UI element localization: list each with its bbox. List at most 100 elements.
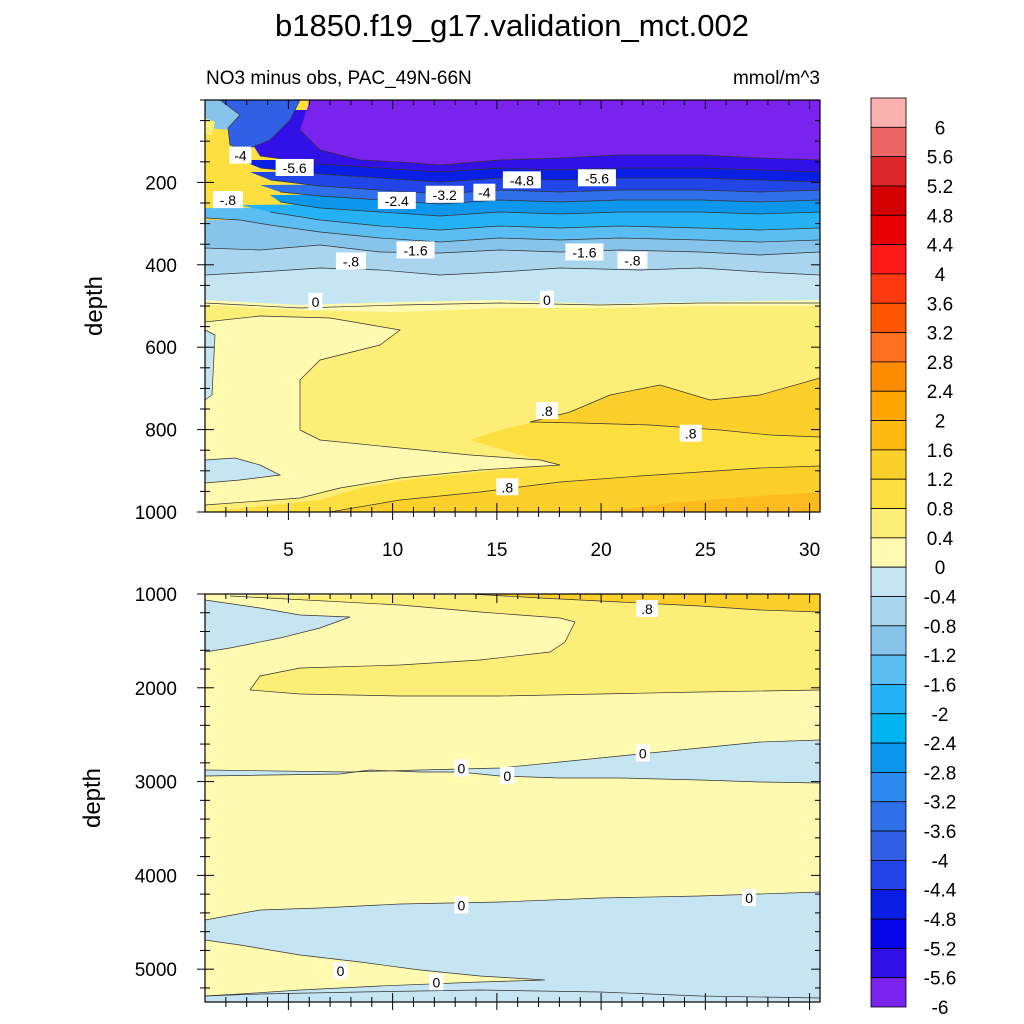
colorbar-swatch	[870, 772, 907, 803]
colorbar-label: 6	[935, 118, 946, 139]
colorbar-swatch	[870, 654, 907, 685]
chart-title: b1850.f19_g17.validation_mct.002	[275, 8, 749, 43]
colorbar-label: -2.8	[924, 763, 957, 784]
contour-label: 0	[503, 768, 511, 784]
colorbar-label: -5.2	[924, 939, 957, 960]
contour-label-bg	[335, 252, 366, 270]
colorbar-label: 0.4	[927, 529, 954, 550]
lower-plot-frame	[204, 593, 821, 1003]
colorbar-label: -1.2	[924, 646, 957, 667]
colorbar-swatch	[870, 302, 907, 333]
colorbar-label: -3.2	[924, 793, 957, 814]
colorbar-label: -6	[932, 998, 949, 1019]
contour-label-bg	[565, 243, 604, 261]
contour-label: .8	[541, 403, 553, 419]
lower-contour-fill	[205, 594, 820, 1002]
contour-label: .8	[501, 479, 513, 495]
contour-label-bg	[496, 478, 519, 496]
contour-label-bg	[212, 191, 243, 209]
contour-label: -4.8	[510, 172, 534, 188]
contour-label-bg	[539, 290, 554, 308]
contour-label: 0	[458, 897, 466, 913]
colorbar-label: 2.4	[927, 382, 954, 403]
contour-label-bg	[502, 171, 541, 189]
colorbar-swatch	[870, 566, 907, 597]
y-tick-label: 5000	[135, 960, 177, 981]
y-tick-label: 2000	[135, 679, 177, 700]
contour-label-bg	[535, 402, 558, 420]
colorbar-swatch	[870, 420, 907, 451]
contour-label-bg	[635, 744, 650, 762]
contour-label: -1.6	[572, 244, 596, 260]
colorbar-label: 4.4	[927, 236, 954, 257]
colorbar-swatch	[870, 156, 907, 187]
contour-label: -3.2	[433, 187, 457, 203]
contour-label-bg	[308, 292, 323, 310]
contour-label: -.8	[343, 254, 360, 270]
contour-label: -.8	[624, 253, 641, 269]
colorbar-label: -3.6	[924, 822, 957, 843]
x-tick-label: 30	[799, 540, 820, 561]
lower-y-axis-label: depth	[79, 768, 106, 828]
colorbar-swatch	[870, 214, 907, 246]
colorbar-swatch	[870, 508, 907, 539]
colorbar-swatch	[870, 801, 907, 832]
contour-label-bg	[742, 888, 757, 906]
x-tick-label: 15	[486, 540, 507, 561]
contour-label: -2.4	[385, 193, 409, 209]
contour-label-bg	[377, 191, 416, 209]
contour-label-bg	[454, 896, 469, 914]
y-tick-label: 1000	[135, 585, 177, 606]
y-tick-label: 3000	[135, 773, 177, 794]
colorbar-swatch	[870, 273, 907, 304]
upper-contour-labels: -4 -5.6 -.8 -2.4 -3.2 -4 -4.8 -5.6 -.8 -1.6 -1.6 -.…	[212, 146, 702, 496]
colorbar-label: 0	[935, 558, 946, 579]
colorbar-label: 4.8	[927, 206, 953, 227]
colorbar: 6 5.6 5.2 4.8 4.4 4 3.6 3.2 2.8 2.4 2 1.6 1.2 0.8 0.4 0…	[870, 97, 957, 1019]
contour-label-bg	[333, 962, 348, 980]
colorbar-swatch	[870, 742, 907, 773]
contour-label: -4	[478, 185, 491, 201]
contour-label: 0	[312, 294, 320, 310]
colorbar-label: -1.6	[924, 675, 957, 696]
contour-label: 0	[639, 745, 647, 761]
units-label: mmol/m^3	[733, 68, 820, 89]
colorbar-swatch	[870, 918, 907, 949]
contour-label-bg	[454, 759, 469, 777]
colorbar-swatch	[870, 478, 907, 509]
colorbar-swatch	[870, 449, 907, 480]
contour-label-bg	[425, 185, 464, 203]
colorbar-swatch	[870, 830, 907, 861]
colorbar-swatch	[870, 596, 907, 627]
contour-label: 0	[433, 974, 441, 990]
colorbar-label: 5.6	[927, 148, 953, 169]
contour-label-bg	[275, 158, 314, 176]
colorbar-swatch	[870, 947, 907, 979]
contour-label: 0	[458, 760, 466, 776]
contour-label-bg	[617, 251, 648, 269]
chart-subtitle: NO3 minus obs, PAC_49N-66N	[206, 68, 472, 89]
x-tick-label: 10	[382, 540, 403, 561]
colorbar-swatch	[870, 97, 907, 128]
colorbar-swatch	[870, 185, 907, 216]
colorbar-swatch	[870, 859, 907, 891]
colorbar-swatch	[870, 713, 907, 744]
colorbar-swatch	[870, 537, 907, 568]
colorbar-label: -2.4	[924, 734, 957, 755]
colorbar-swatch	[870, 390, 907, 421]
contour-label-bg	[229, 146, 252, 164]
y-tick-label: 1000	[135, 503, 177, 524]
contour-label: .8	[685, 426, 697, 442]
upper-panel: -4 -5.6 -.8 -2.4 -3.2 -4 -4.8 -5.6 -.8 -1.6 -1.6 -.…	[81, 99, 821, 561]
contour-label: 0	[337, 963, 345, 979]
contour-label-bg	[396, 241, 435, 259]
colorbar-label: -0.8	[924, 617, 957, 638]
lower-contour-labels: .8 0 0 0 0 0 0 0	[333, 600, 757, 991]
y-tick-label: 400	[145, 256, 177, 277]
colorbar-label: -0.4	[924, 587, 957, 608]
contour-label-bg	[679, 424, 702, 442]
contour-label-bg	[500, 766, 515, 784]
colorbar-label: 1.6	[927, 441, 953, 462]
colorbar-label: 5.2	[927, 177, 953, 198]
